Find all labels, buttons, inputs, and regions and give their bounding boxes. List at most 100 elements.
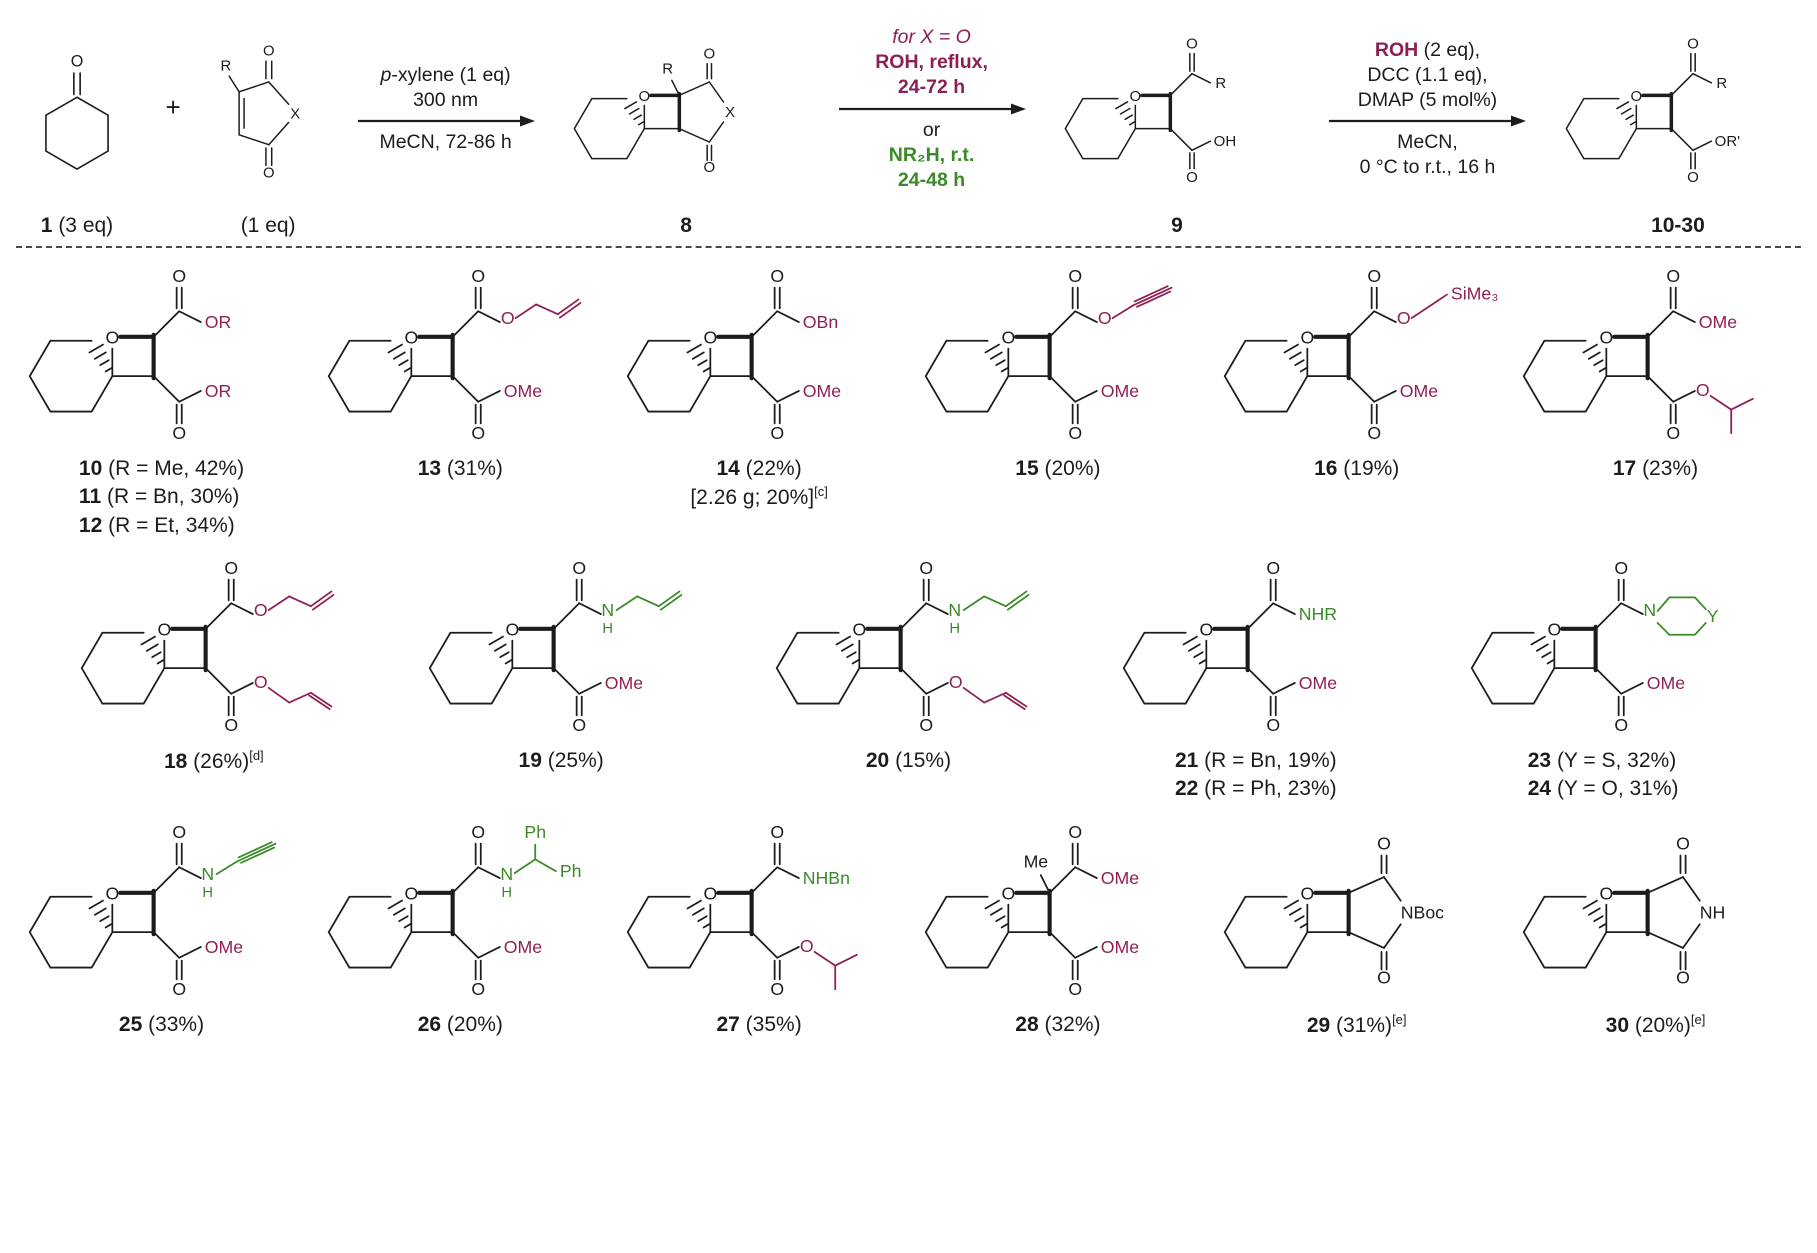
ester-label: OR [205,312,232,332]
caption-13: 13 (31%) [417,457,503,480]
product-cell-21-22: O O O NHR OMe 21 (R = Bn, 19%) 22 (R = P… [1108,554,1403,804]
phenyl-label: Ph [524,821,546,841]
oxetane-o-label: O [404,883,418,903]
bond-skeleton [572,62,725,162]
carbonyl-o-label: O [1666,423,1680,443]
carbonyl-o-label: O [572,715,586,735]
carbonyl-o-label: O [1069,423,1083,443]
carbonyl-o-label: O [1614,558,1628,578]
bond-skeleton [627,842,800,980]
oxetane-o-label: O [1630,88,1642,105]
compound-10-30-cell: O O O R OR' 10-30 [1553,10,1803,238]
oxetane-o-label: O [703,328,717,348]
oxetane-o-label: O [639,88,651,105]
compound-10-30-structure: O O O R OR' [1564,36,1741,186]
compound-9-structure-area: O O O R OH [1052,10,1302,214]
oxetane-o-label: O [1301,883,1315,903]
ester-o-label: O [501,308,515,328]
product-cell-30: O O O NH 30 (20%)[e] [1508,818,1803,1040]
step-3-condit-above: ROH (2 eq), DCC (1.1 eq), DMAP (5 mol%) [1357,38,1498,111]
ester-o-label: O [799,936,813,956]
caption-30: 30 (20%)[e] [1605,1011,1706,1037]
amide-n-label: N [500,864,513,884]
bond-skeleton [1225,854,1402,971]
product-cell-27: O O O NHBn O 27 (35%) [612,818,907,1039]
structure-16: O O O O SiMe₃ OMe [1209,266,1499,443]
cyclohexanone-structure: O [45,52,109,170]
oxetane-o-label: O [105,883,119,903]
arrow-icon [1329,115,1527,127]
oxetane-o-label: O [1002,883,1016,903]
oxetane-o-label: O [1002,328,1016,348]
carbonyl-o-label: O [172,821,186,841]
carbonyl-o-label: O [770,979,784,999]
allyl-chain [514,298,582,320]
reaction-step-3: ROH (2 eq), DCC (1.1 eq), DMAP (5 mol%) … [1327,10,1527,238]
oxetane-o-label: O [1301,328,1315,348]
isopropyl-group [813,950,858,990]
structure-15: O O O O OMe [910,266,1173,443]
ester-o-label: O [254,672,268,692]
product-row-1: O O O OR OR 10 (R = Me, 42%) 11 (R = Bn,… [14,262,1803,540]
caption-18: 18 (26%)[d] [163,748,264,774]
compound-2-label: (1 eq) [240,214,296,237]
compound-8-cell: O R O O X 8 [561,10,811,238]
ester-o-label: O [949,672,963,692]
ester-label: OMe [802,381,840,401]
compound-10-30-structure-area: O O O R OR' [1553,10,1803,214]
allyl-chains [268,590,335,711]
reaction-scheme-row: O 1 (3 eq) + [14,10,1803,238]
product-cell-19: O O O N H OMe 19 (25%) [414,554,709,775]
carbonyl-o-label: O [770,821,784,841]
caption-10-12: 10 (R = Me, 42%) 11 (R = Bn, 30%) 12 (R … [78,457,245,537]
carbonyl-o-label: O [471,979,485,999]
bond-skeleton [1124,578,1297,717]
ester-label: OMe [1299,673,1337,693]
compound-10-30-label: 10-30 [1651,214,1705,237]
methyl-label: Me [1024,851,1049,871]
carbonyl-o-label: O [1676,833,1690,853]
compound-1-structure-area: O [14,10,140,214]
caption-26: 26 (20%) [417,1012,503,1036]
allyl-amide-chain [615,590,683,612]
oxetane-o-label: O [1547,620,1561,640]
oxetane-o-label: O [404,328,418,348]
carbonyl-o-label: O [572,558,586,578]
structure-19: O O O N H OMe [414,558,683,735]
propargyl-amide-chain [215,841,277,875]
caption-19: 19 (25%) [518,749,604,773]
carbonyl-o-label: O [1614,715,1628,735]
ester-label: OMe [604,673,642,693]
step-1-conditions-above: p-xylene (1 eq) 300 nm [380,63,511,111]
compound-1-label: 1 (3 eq) [40,214,114,237]
bond-skeleton [228,60,290,166]
compound-1-cell: O 1 (3 eq) [14,10,140,238]
carbonyl-o-label: O [1676,967,1690,987]
caption-15: 15 (20%) [1015,457,1101,480]
compound-9-label: 9 [1171,214,1183,237]
structure-14: O O O OBn OMe [612,266,841,443]
bond-skeleton [926,286,1099,425]
carbonyl-o-label: O [1186,36,1198,53]
bond-skeleton [1564,52,1713,170]
r-substituent-label: R [662,61,673,78]
ester-label: OMe [1101,937,1139,957]
carbonyl-o-label: O [1687,169,1699,186]
ester-or-label: OR' [1715,133,1741,150]
amide-h-label: H [949,621,960,637]
allyl-amide-chain [962,590,1030,612]
ester-o-label: O [1397,308,1411,328]
acid-oh-label: OH [1214,133,1237,150]
benzhydryl-group [513,843,557,874]
ester-label: OMe [1101,868,1139,888]
bond-skeleton [1063,52,1212,170]
carbonyl-o-label: O [1069,821,1083,841]
carbonyl-o-label: O [1687,36,1699,53]
arrow-icon [357,115,535,127]
caption-20: 20 (15%) [865,749,952,773]
carbonyl-o-label: O [1377,833,1391,853]
structure-28: O Me O O OMe OMe [910,821,1140,999]
amide-n-label: N [948,600,961,620]
caption-14: 14 (22%) [2.26 g; 20%][c] [690,457,828,510]
product-row-3: O O O N H OMe 25 (33%) O O O N H Ph Ph [14,818,1803,1040]
